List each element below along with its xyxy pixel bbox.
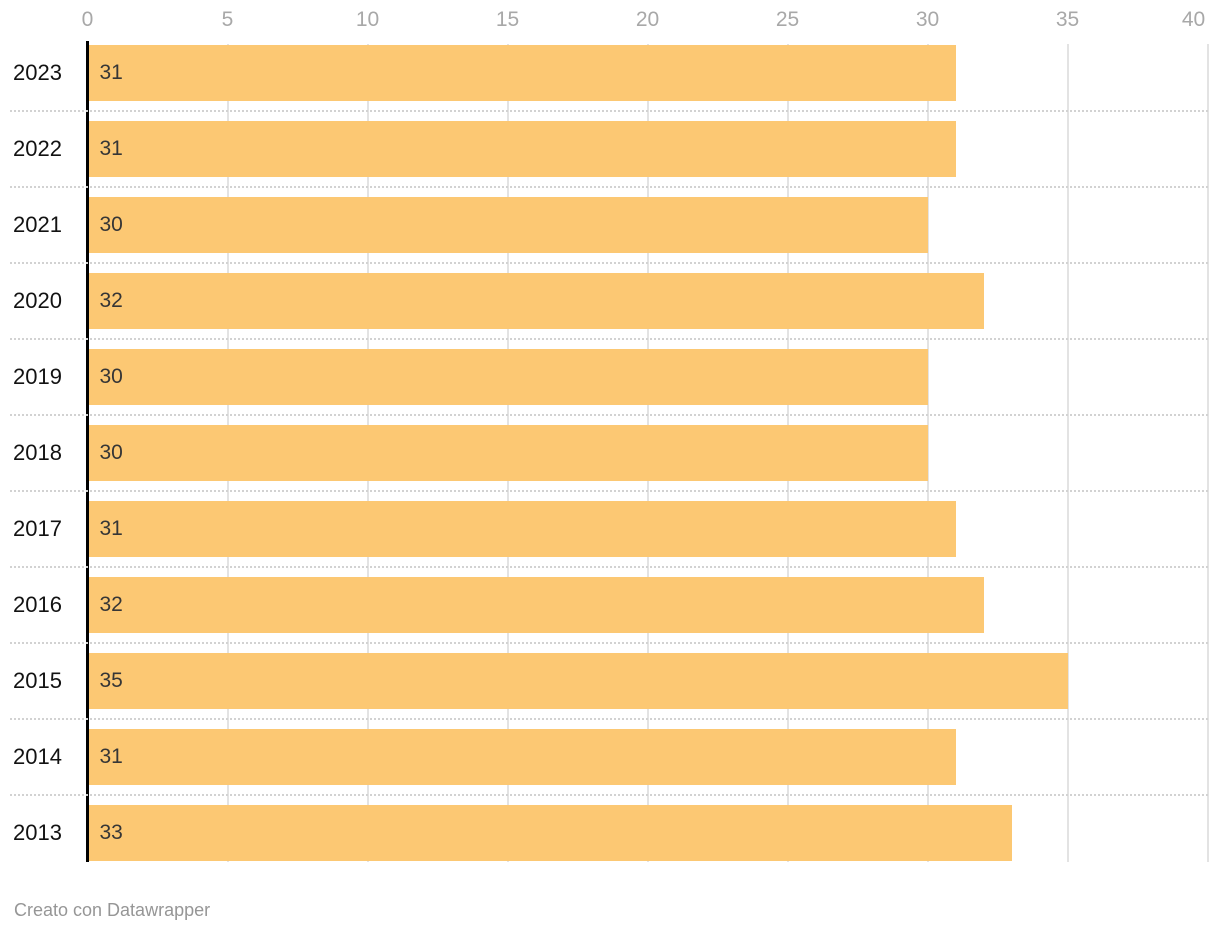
chart-row: 2015 35: [0, 653, 1220, 709]
x-gridline: [1206, 44, 1209, 862]
x-tick-label: 25: [775, 8, 800, 31]
x-tick-label: 5: [221, 8, 234, 31]
bar[interactable]: 32: [88, 273, 984, 329]
bar[interactable]: 35: [88, 653, 1068, 709]
category-label: 2021: [13, 212, 62, 237]
chart-row: 2020 32: [0, 273, 1220, 329]
x-tick-label: 35: [1055, 8, 1080, 31]
bar[interactable]: 31: [88, 729, 956, 785]
bar[interactable]: 31: [88, 45, 956, 101]
category-label: 2023: [13, 60, 62, 85]
row-separator: [10, 262, 1208, 264]
bar-value-label: 30: [99, 441, 123, 464]
x-gridline: [926, 44, 929, 862]
bar[interactable]: 33: [88, 805, 1012, 861]
bar-value-label: 31: [99, 745, 123, 768]
x-tick-label: 40: [1181, 8, 1206, 31]
bar-value-label: 31: [99, 61, 123, 84]
row-separator: [10, 718, 1208, 720]
category-label: 2022: [13, 136, 62, 161]
bar-value-label: 32: [99, 593, 123, 616]
row-separator: [10, 794, 1208, 796]
x-tick-label: 20: [635, 8, 660, 31]
chart-row: 2019 30: [0, 349, 1220, 405]
bar-value-label: 30: [99, 213, 123, 236]
bar-value-label: 33: [99, 821, 123, 844]
x-tick-label: 10: [355, 8, 380, 31]
category-label: 2016: [13, 592, 62, 617]
attribution-credit: Creato con Datawrapper: [14, 900, 211, 920]
bar[interactable]: 30: [88, 425, 928, 481]
bar-value-label: 31: [99, 517, 123, 540]
category-label: 2015: [13, 668, 62, 693]
category-label: 2019: [13, 364, 62, 389]
bar[interactable]: 31: [88, 501, 956, 557]
bar-value-label: 32: [99, 289, 123, 312]
y-axis-line: [86, 41, 89, 862]
category-label: 2013: [13, 820, 62, 845]
row-separator: [10, 186, 1208, 188]
bar-value-label: 31: [99, 137, 123, 160]
bar[interactable]: 30: [88, 349, 928, 405]
bar-value-label: 30: [99, 365, 123, 388]
chart-row: 2018 30: [0, 425, 1220, 481]
bar[interactable]: 31: [88, 121, 956, 177]
x-tick-label: 0: [81, 8, 94, 31]
bar[interactable]: 30: [88, 197, 928, 253]
row-separator: [10, 338, 1208, 340]
chart-row: 2016 32: [0, 577, 1220, 633]
category-label: 2020: [13, 288, 62, 313]
category-label: 2014: [13, 744, 62, 769]
chart-row: 2022 31: [0, 121, 1220, 177]
chart-row: 2014 31: [0, 729, 1220, 785]
x-tick-label: 30: [915, 8, 940, 31]
x-tick-label: 15: [495, 8, 520, 31]
row-separator: [10, 110, 1208, 112]
row-separator: [10, 490, 1208, 492]
chart-row: 2013 33: [0, 805, 1220, 861]
category-label: 2017: [13, 516, 62, 541]
chart-row: 2023 31: [0, 45, 1220, 101]
row-separator: [10, 642, 1208, 644]
bar[interactable]: 32: [88, 577, 984, 633]
row-separator: [10, 566, 1208, 568]
row-separator: [10, 414, 1208, 416]
bar-value-label: 35: [99, 669, 123, 692]
x-gridline: [1066, 44, 1069, 862]
category-label: 2018: [13, 440, 62, 465]
chart-row: 2021 30: [0, 197, 1220, 253]
chart-row: 2017 31: [0, 501, 1220, 557]
